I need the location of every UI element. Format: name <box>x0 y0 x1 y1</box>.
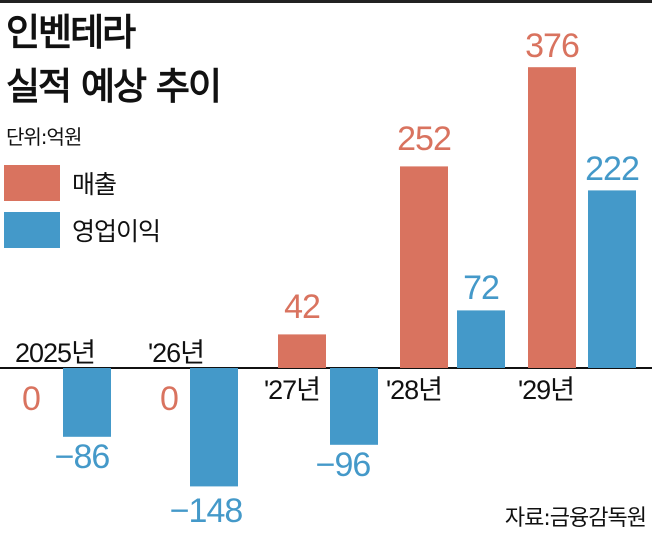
legend-label-sales: 매출 <box>72 170 117 199</box>
bar-op <box>63 368 111 437</box>
data-label-op: −96 <box>316 446 371 484</box>
bar-sales <box>528 67 576 368</box>
data-label-sales: 42 <box>284 288 320 326</box>
top-rule <box>0 0 652 3</box>
source-label: 자료:금융감독원 <box>504 506 647 531</box>
data-label-sales: 0 <box>160 380 178 418</box>
legend-swatch-op <box>4 212 60 248</box>
legend-label-op: 영업이익 <box>72 217 161 246</box>
data-label-op: 222 <box>585 150 639 188</box>
bar-op <box>190 368 238 487</box>
data-label-sales: 0 <box>22 380 40 418</box>
legend-swatch-sales <box>4 165 60 201</box>
category-label: '28년 <box>386 375 442 405</box>
chart-subtitle: 실적 예상 추이 <box>6 65 222 108</box>
unit-label: 단위:억원 <box>6 125 82 149</box>
bar-op <box>457 310 505 368</box>
chart-title: 인벤테라 <box>6 11 136 54</box>
legend-item-op: 영업이익 <box>4 212 161 248</box>
data-label-op: 72 <box>463 269 499 307</box>
category-label: 2025년 <box>15 338 95 368</box>
category-label: '27년 <box>264 375 320 405</box>
bar-op <box>330 368 378 445</box>
bar-sales <box>278 334 326 368</box>
data-label-sales: 252 <box>397 120 451 158</box>
bar-sales <box>400 166 448 368</box>
bar-op <box>588 190 636 368</box>
category-label: '26년 <box>148 338 204 368</box>
data-label-op: −86 <box>55 438 110 476</box>
category-label: '29년 <box>518 375 574 405</box>
data-label-op: −148 <box>170 492 243 530</box>
legend-item-sales: 매출 <box>4 165 117 201</box>
data-label-sales: 376 <box>525 27 579 65</box>
